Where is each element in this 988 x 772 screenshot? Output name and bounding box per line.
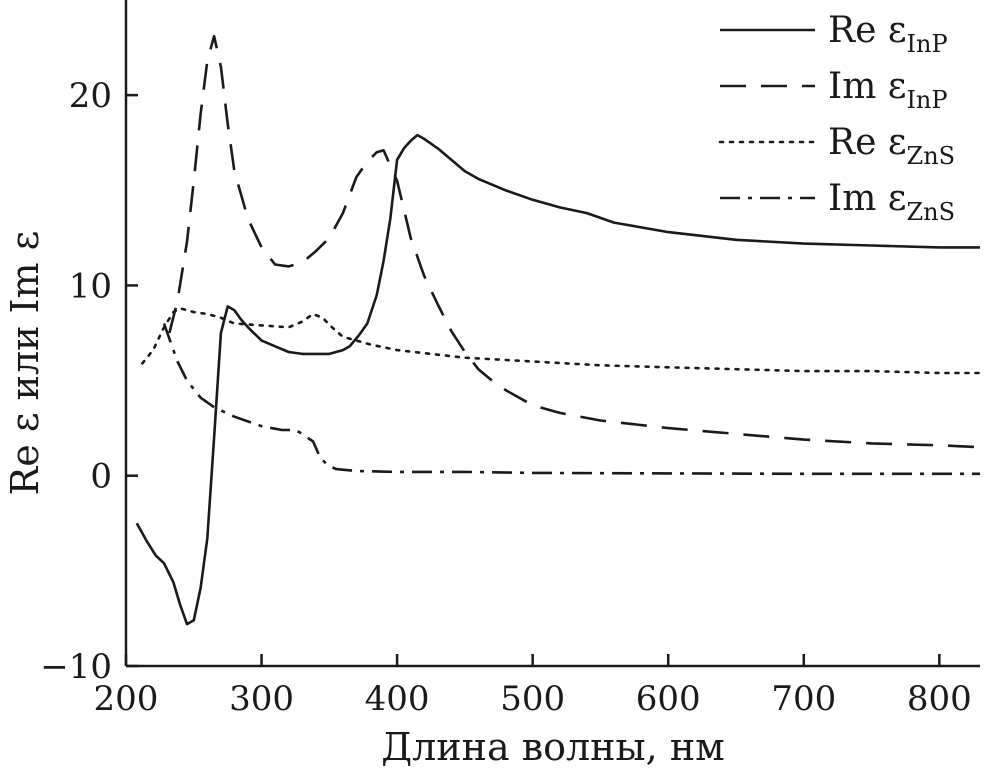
series-line-1 — [135, 133, 980, 626]
legend-label-1: Re εInP — [828, 10, 948, 58]
y-tick-label: 10 — [69, 266, 112, 306]
x-tick-label: 200 — [94, 679, 159, 719]
y-tick-label: −10 — [40, 647, 112, 687]
legend-label-4: Im εZnS — [828, 178, 955, 226]
y-tick-label: 20 — [69, 76, 112, 116]
series-line-3 — [141, 307, 982, 375]
x-tick-label: 500 — [500, 679, 565, 719]
y-axis-title: Re ε или Im ε — [3, 231, 47, 496]
x-tick-label: 700 — [771, 679, 836, 719]
x-tick-label: 400 — [365, 679, 430, 719]
x-tick-label: 600 — [636, 679, 701, 719]
series-lines — [135, 34, 982, 626]
series-line-4 — [162, 323, 980, 476]
legend-label-2: Im εInP — [828, 66, 948, 114]
series-line-2 — [168, 34, 981, 449]
x-tick-label: 800 — [907, 679, 972, 719]
legend: Re εInP Im εInP Re εZnS Im εZnS — [718, 10, 955, 226]
x-tick-label: 300 — [229, 679, 294, 719]
y-tick-label: 0 — [90, 457, 112, 497]
legend-label-3: Re εZnS — [828, 122, 955, 170]
x-axis-title: Длина волны, нм — [381, 725, 724, 769]
axes: 200 300 400 500 600 700 800 −10 0 10 20 — [40, 0, 980, 719]
